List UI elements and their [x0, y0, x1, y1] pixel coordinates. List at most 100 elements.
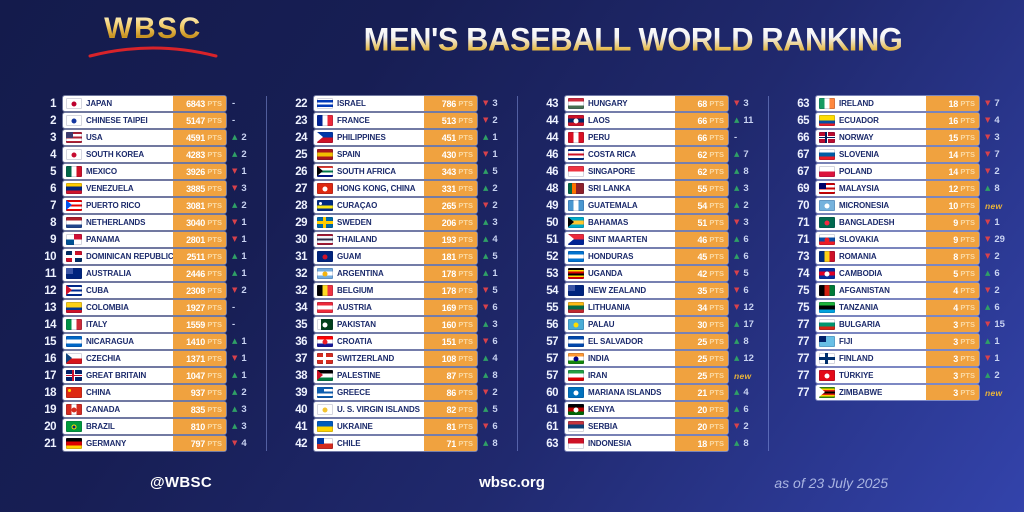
points-badge: 2446 PTS: [173, 266, 226, 281]
movement-indicator: ▲ 6: [985, 268, 1019, 279]
points-label: PTS: [960, 269, 975, 278]
country-name: SOUTH AFRICA: [337, 167, 396, 176]
country-pill: CHINESE TAIPEI 5147 PTS: [63, 113, 226, 128]
movement-indicator: ▼ 5: [734, 268, 768, 279]
points-label: PTS: [458, 337, 473, 346]
points-badge: 5147 PTS: [173, 113, 226, 128]
points-value: 18: [697, 438, 707, 449]
points-badge: 1559 PTS: [173, 317, 226, 332]
country-pill: CAMBODIA 5 PTS: [816, 266, 979, 281]
rank-number: 30: [295, 233, 307, 246]
rank-number: 9: [50, 233, 56, 246]
points-value: 3885: [186, 183, 205, 194]
rank-number: 6: [50, 182, 56, 195]
country-name: ECUADOR: [839, 116, 879, 125]
country-pill: CHILE 71 PTS: [314, 436, 477, 451]
country-name: PERU: [588, 133, 610, 142]
movement-value: 3: [241, 421, 247, 432]
country-flag-icon: [568, 234, 584, 245]
up-arrow-icon: ▲: [232, 337, 238, 345]
country-name: AUSTRALIA: [86, 269, 132, 278]
country-pill: PAKISTAN 160 PTS: [314, 317, 477, 332]
movement-value: 17: [743, 319, 754, 330]
country-name: AUSTRIA: [337, 303, 372, 312]
page-title: MEN'S BASEBALL WORLD RANKING: [330, 23, 936, 56]
points-badge: 2511 PTS: [173, 249, 226, 264]
ranking-row: 36 CROATIA 151 PTS ▼ 6: [279, 334, 517, 349]
down-arrow-icon: ▼: [985, 133, 991, 141]
movement-value: 8: [743, 438, 749, 449]
ranking-row: 37 SWITZERLAND 108 PTS ▲ 4: [279, 351, 517, 366]
country-name: GREAT BRITAIN: [86, 371, 147, 380]
points-value: 4591: [186, 132, 205, 143]
country-pill: SWITZERLAND 108 PTS: [314, 351, 477, 366]
ranking-row: 60 MARIANA ISLANDS 21 PTS ▲ 4: [530, 385, 768, 400]
points-label: PTS: [960, 167, 975, 176]
flag-triangle: [568, 234, 574, 244]
country-flag-icon: [66, 115, 82, 126]
ranking-row: 31 GUAM 181 PTS ▲ 5: [279, 249, 517, 264]
country-flag-icon: [66, 166, 82, 177]
movement-value: 2: [994, 166, 1000, 177]
down-arrow-icon: ▼: [483, 286, 489, 294]
country-name: NICARAGUA: [86, 337, 134, 346]
up-arrow-icon: ▲: [232, 269, 238, 277]
down-arrow-icon: ▼: [232, 286, 238, 294]
country-pill: ROMANIA 8 PTS: [816, 249, 979, 264]
points-value: 178: [441, 285, 456, 296]
points-value: 2511: [186, 251, 206, 262]
country-flag-icon: [568, 149, 584, 160]
country-pill: BELGIUM 178 PTS: [314, 283, 477, 298]
points-value: 2801: [186, 234, 205, 245]
country-pill: HONDURAS 45 PTS: [565, 249, 728, 264]
country-pill: GREAT BRITAIN 1047 PTS: [63, 368, 226, 383]
points-value: 430: [441, 149, 456, 160]
ranking-row: 21 GERMANY 797 PTS ▼ 4: [28, 436, 266, 451]
movement-value: 2: [743, 421, 749, 432]
down-arrow-icon: ▼: [483, 388, 489, 396]
movement-value: 1: [241, 353, 247, 364]
country-pill: CROATIA 151 PTS: [314, 334, 477, 349]
down-arrow-icon: ▼: [734, 99, 740, 107]
points-badge: 160 PTS: [424, 317, 477, 332]
flag-cross: [317, 221, 333, 224]
points-badge: 68 PTS: [675, 96, 728, 111]
ranking-row: 43 HUNGARY 68 PTS ▼ 3: [530, 96, 768, 111]
rank-number: 43: [546, 97, 558, 110]
country-flag-icon: [317, 268, 333, 279]
ranking-row: 9 PANAMA 2801 PTS ▼ 1: [28, 232, 266, 247]
points-label: PTS: [458, 354, 473, 363]
movement-value: 15: [994, 319, 1005, 330]
country-name: SOUTH KOREA: [86, 150, 145, 159]
flag-canton: [66, 132, 73, 138]
points-badge: 2308 PTS: [173, 283, 226, 298]
flag-triangle: [568, 217, 574, 227]
movement-value: 2: [241, 200, 247, 211]
ranking-row: 14 ITALY 1559 PTS -: [28, 317, 266, 332]
points-label: PTS: [709, 371, 724, 380]
ranking-row: 23 FRANCE 513 PTS ▼ 2: [279, 113, 517, 128]
flag-emblem: [824, 220, 830, 225]
country-pill: FINLAND 3 PTS: [816, 351, 979, 366]
flag-canton: [317, 387, 324, 393]
movement-value: 6: [492, 336, 498, 347]
points-value: 1927: [186, 302, 205, 313]
country-name: ZIMBABWE: [839, 388, 883, 397]
country-pill: GREECE 86 PTS: [314, 385, 477, 400]
country-pill: ARGENTINA 178 PTS: [314, 266, 477, 281]
ranking-row: 3 USA 4591 PTS ▲ 2: [28, 130, 266, 145]
points-value: 3: [953, 336, 958, 347]
points-badge: 42 PTS: [675, 266, 728, 281]
movement-value: 7: [994, 98, 1000, 109]
flag-cross-inner: [819, 136, 835, 139]
no-change-dash: -: [232, 98, 236, 109]
points-label: PTS: [960, 286, 975, 295]
country-name: CHILE: [337, 439, 361, 448]
country-flag-icon: [317, 115, 333, 126]
country-name: ISRAEL: [337, 99, 366, 108]
country-flag-icon: [66, 285, 82, 296]
movement-indicator: ▲ 8: [483, 370, 517, 381]
rank-number: 16: [44, 352, 56, 365]
movement-indicator: ▼ 12: [734, 302, 768, 313]
ranking-row: 71 SLOVAKIA 9 PTS ▼ 29: [781, 232, 1019, 247]
